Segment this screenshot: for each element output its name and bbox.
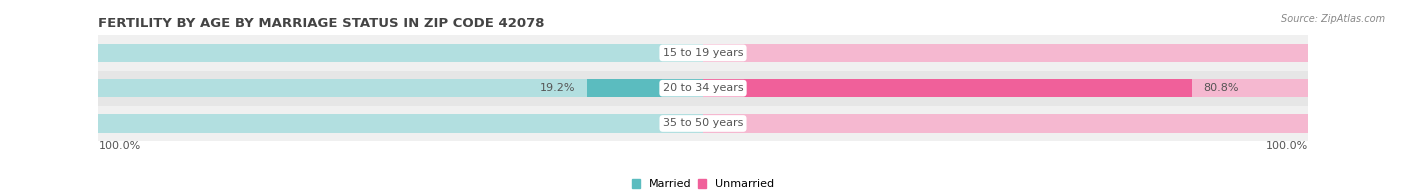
Text: 80.8%: 80.8% <box>1204 83 1239 93</box>
Legend: Married, Unmarried: Married, Unmarried <box>627 175 779 194</box>
Text: 0.0%: 0.0% <box>716 118 744 129</box>
Text: 100.0%: 100.0% <box>1265 141 1308 151</box>
Text: Source: ZipAtlas.com: Source: ZipAtlas.com <box>1281 14 1385 24</box>
Text: 0.0%: 0.0% <box>662 48 690 58</box>
Text: 15 to 19 years: 15 to 19 years <box>662 48 744 58</box>
Bar <box>703 44 1308 62</box>
Bar <box>703 79 1308 97</box>
Text: 20 to 34 years: 20 to 34 years <box>662 83 744 93</box>
Bar <box>98 106 1308 141</box>
Text: 0.0%: 0.0% <box>716 48 744 58</box>
Bar <box>98 79 703 97</box>
Text: 35 to 50 years: 35 to 50 years <box>662 118 744 129</box>
Text: 0.0%: 0.0% <box>662 118 690 129</box>
Bar <box>98 44 703 62</box>
Bar <box>703 114 1308 133</box>
Bar <box>586 79 703 97</box>
Bar <box>703 79 1191 97</box>
Text: FERTILITY BY AGE BY MARRIAGE STATUS IN ZIP CODE 42078: FERTILITY BY AGE BY MARRIAGE STATUS IN Z… <box>98 17 546 30</box>
Bar <box>98 35 1308 71</box>
Text: 19.2%: 19.2% <box>540 83 575 93</box>
Bar <box>98 114 703 133</box>
Text: 100.0%: 100.0% <box>98 141 141 151</box>
Bar <box>98 71 1308 106</box>
